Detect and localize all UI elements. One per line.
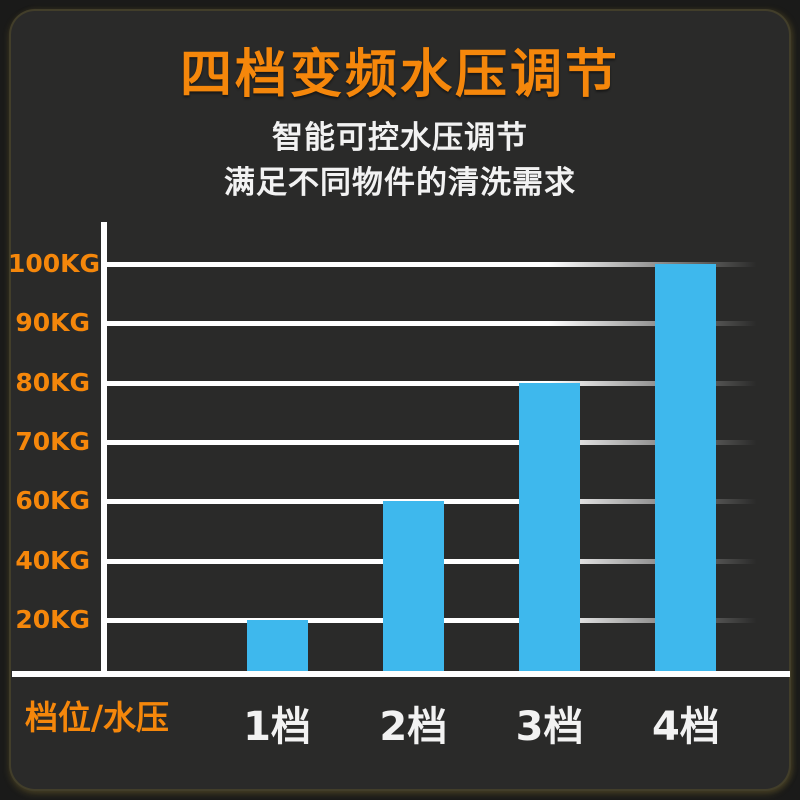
bar-4档 (655, 264, 717, 671)
x-category-label: 3档 (515, 704, 584, 750)
gridline (107, 262, 757, 267)
subtitle-line-2: 满足不同物件的清洗需求 (224, 165, 576, 201)
subtitle-line-1: 智能可控水压调节 (272, 120, 528, 156)
page-title: 四档变频水压调节 (179, 45, 620, 105)
y-axis-line (101, 222, 107, 677)
y-tick-label: 20KG (15, 604, 90, 634)
x-category-label: 1档 (243, 704, 311, 750)
y-tick-label: 40KG (15, 545, 90, 575)
y-tick-label: 90KG (15, 308, 90, 338)
y-tick-label: 70KG (15, 426, 90, 456)
y-tick-label: 80KG (15, 367, 90, 397)
x-axis-title: 档位/水压 (25, 698, 170, 737)
gridline (107, 439, 757, 445)
bar-2档 (382, 501, 444, 671)
x-category-label: 4档 (651, 704, 720, 750)
gridline (107, 321, 757, 327)
bar-3档 (519, 382, 581, 671)
x-category-label: 2档 (379, 704, 448, 750)
x-axis-line (12, 671, 790, 677)
bar-1档 (246, 619, 308, 671)
y-tick-label: 100KG (8, 249, 101, 278)
gridline (107, 380, 757, 386)
y-tick-label: 60KG (15, 486, 90, 516)
